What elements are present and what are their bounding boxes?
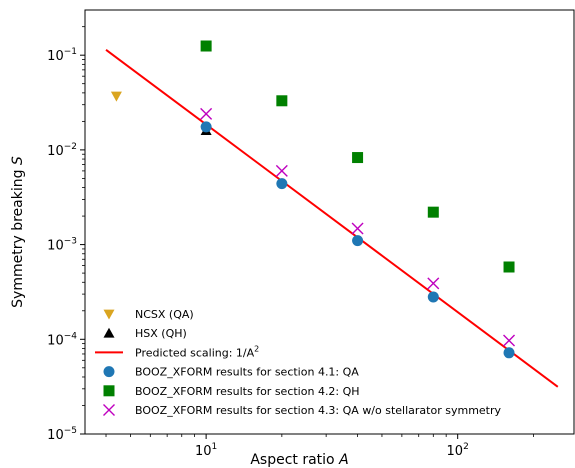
legend-swatch (103, 366, 115, 378)
y-axis-label: Symmetry breaking S (10, 156, 26, 308)
data-point (427, 277, 440, 290)
legend-swatch (103, 385, 115, 397)
data-point (200, 121, 212, 133)
y-tick-label: 10−2 (47, 142, 77, 159)
legend-label: BOOZ_XFORM results for section 4.2: QH (135, 385, 360, 398)
y-tick-label: 10−1 (47, 47, 77, 64)
x-axis-label: Aspect ratio A (250, 452, 348, 468)
x-tick-label: 102 (447, 442, 469, 459)
legend-label: HSX (QH) (135, 327, 187, 340)
marks-layer (105, 40, 559, 388)
data-point (352, 235, 364, 247)
data-point (200, 40, 212, 52)
series-4 (200, 40, 515, 273)
legend-item-5: BOOZ_XFORM results for section 4.3: QA w… (103, 404, 502, 417)
data-point (503, 347, 515, 359)
legend-label: BOOZ_XFORM results for section 4.3: QA w… (135, 404, 502, 417)
legend-swatch (103, 404, 115, 416)
plot-background (85, 10, 574, 434)
data-point (276, 95, 288, 107)
data-point (427, 291, 439, 303)
series-5 (200, 107, 516, 347)
data-point (110, 91, 122, 102)
data-point (352, 152, 364, 164)
data-point (427, 206, 439, 218)
legend-item-2: Predicted scaling: 1/A2 (95, 344, 259, 359)
x-tick-label: 101 (195, 442, 217, 459)
legend-item-3: BOOZ_XFORM results for section 4.1: QA (103, 366, 359, 379)
data-point (275, 164, 288, 177)
series-2 (105, 48, 559, 388)
data-point (200, 107, 213, 120)
data-point (503, 334, 516, 347)
legend-swatch (103, 309, 115, 320)
y-tick-label: 10−4 (47, 331, 77, 348)
legend-swatch (103, 327, 115, 338)
axes-layer: 101 102 10−5 10−4 10−3 10−2 10−1 Aspect ratio A… (10, 26, 534, 468)
series-3 (200, 121, 515, 359)
legend-label: BOOZ_XFORM results for section 4.1: QA (135, 366, 359, 379)
y-tick-label: 10−5 (47, 426, 77, 443)
legend: NCSX (QA) HSX (QH) Predicted scaling: 1/A2… (95, 308, 502, 417)
legend-item-0: NCSX (QA) (103, 308, 194, 321)
series-0 (110, 91, 122, 102)
data-point (276, 178, 288, 190)
legend-label: NCSX (QA) (135, 308, 194, 321)
legend-item-1: HSX (QH) (103, 327, 187, 340)
data-point (503, 261, 515, 273)
data-point (351, 222, 364, 235)
legend-label: Predicted scaling: 1/A2 (135, 344, 259, 359)
plot-frame (84, 9, 575, 435)
legend-item-4: BOOZ_XFORM results for section 4.2: QH (103, 385, 360, 398)
y-tick-label: 10−3 (47, 237, 77, 254)
series-line (105, 48, 559, 388)
